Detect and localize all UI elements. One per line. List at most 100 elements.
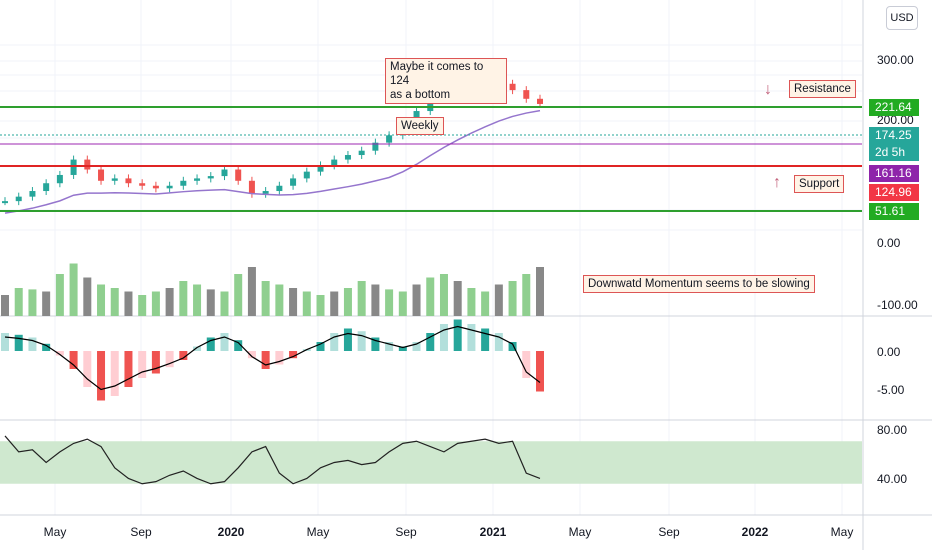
macd-bar xyxy=(522,351,531,378)
candle-body xyxy=(43,183,50,192)
resistance-price-label: 221.64 xyxy=(869,99,919,116)
volume-bar xyxy=(69,263,78,316)
rsi-band xyxy=(0,441,862,484)
candle-body xyxy=(221,169,228,177)
candle-body xyxy=(98,169,105,181)
candle-body xyxy=(125,178,132,184)
countdown-label: 2d 5h xyxy=(869,144,919,161)
macd-bar xyxy=(508,342,517,351)
macd-bar xyxy=(316,342,325,351)
volume-bar xyxy=(536,267,544,316)
candle-body xyxy=(207,176,214,179)
bottom-note[interactable]: Maybe it comes to 124 as a bottom xyxy=(385,58,507,104)
rsi-line xyxy=(4,435,541,485)
macd-bar xyxy=(42,343,51,351)
volume-bar xyxy=(357,281,366,316)
candle-body xyxy=(70,159,77,175)
down-arrow-icon[interactable]: ↓ xyxy=(764,81,772,98)
candle-body xyxy=(139,183,146,186)
time-tick: May xyxy=(43,525,67,539)
macd-bar xyxy=(234,340,243,351)
candle-body xyxy=(413,111,420,123)
volume-bar xyxy=(481,291,490,316)
candle-body xyxy=(180,180,187,186)
volume-bar xyxy=(439,274,448,316)
support-red-price-label: 124.96 xyxy=(869,184,919,201)
volume-bar xyxy=(110,288,119,316)
macd-bar xyxy=(179,351,188,360)
volume-bar xyxy=(302,291,311,316)
candle-body xyxy=(303,171,310,179)
volume-bar xyxy=(453,281,462,316)
volume-bar xyxy=(467,288,476,316)
macd-bar xyxy=(275,351,284,365)
volume-bar xyxy=(220,291,229,316)
candle-body xyxy=(15,196,22,202)
macd-bar xyxy=(14,334,23,351)
macd-bar xyxy=(481,328,490,351)
volume-bar xyxy=(97,284,106,316)
volume-bar xyxy=(261,281,270,316)
macd-bar xyxy=(494,333,503,351)
horizontal-levels xyxy=(0,106,862,212)
macd-bar xyxy=(110,351,119,396)
macd-bar xyxy=(151,351,160,374)
price-tick-300: 300.00 xyxy=(877,53,914,67)
weekly-note[interactable]: Weekly xyxy=(396,117,444,135)
volume-bar xyxy=(522,274,531,316)
support-note[interactable]: Support xyxy=(794,175,845,193)
resistance-note[interactable]: Resistance xyxy=(789,80,856,98)
time-tick: Sep xyxy=(395,525,417,539)
ma-price-label: 161.16 xyxy=(869,165,919,182)
currency-button[interactable]: USD xyxy=(886,6,918,30)
macd-pane xyxy=(1,319,544,401)
macd-bar xyxy=(220,333,229,351)
macd-bar xyxy=(138,351,147,378)
candle-body xyxy=(386,135,393,143)
volume-bar xyxy=(494,284,503,316)
time-tick: Sep xyxy=(130,525,152,539)
last-price-label: 174.25 xyxy=(869,127,919,144)
volume-pane xyxy=(1,263,544,316)
rsi-tick-40: 40.00 xyxy=(877,472,908,486)
candle-body xyxy=(194,178,201,181)
macd-bar xyxy=(467,324,476,351)
macd-bar xyxy=(371,337,380,351)
volume-bar xyxy=(289,288,298,316)
macd-line xyxy=(4,325,541,391)
candle-body xyxy=(2,201,8,204)
macd-bar xyxy=(55,351,64,356)
macd-bar xyxy=(439,324,448,351)
rsi-tick-80: 80.00 xyxy=(877,423,908,437)
volume-bar xyxy=(247,267,256,316)
momentum-note[interactable]: Downwatd Momentum seems to be slowing xyxy=(583,275,815,293)
candle-body xyxy=(111,178,118,181)
time-tick: May xyxy=(306,525,330,539)
macd-bar xyxy=(357,331,366,351)
up-arrow-icon[interactable]: ↑ xyxy=(773,174,781,191)
volume-bar xyxy=(1,295,9,316)
support-green-price-label: 51.61 xyxy=(869,203,919,220)
macd-bar xyxy=(385,342,394,351)
volume-bar xyxy=(234,274,243,316)
time-tick: Sep xyxy=(658,525,680,539)
candle-body xyxy=(152,185,159,189)
macd-bar xyxy=(124,351,133,387)
volume-bar xyxy=(508,281,517,316)
candle-body xyxy=(509,83,516,91)
macd-bar xyxy=(330,333,339,351)
time-tick: May xyxy=(568,525,592,539)
volume-bar xyxy=(165,288,174,316)
macd-bar xyxy=(453,319,462,351)
volume-tick-100: -100.00 xyxy=(877,298,918,312)
candle-body xyxy=(358,150,365,156)
volume-bar xyxy=(151,291,160,316)
volume-bar xyxy=(412,284,421,316)
volume-bar xyxy=(14,288,23,316)
macd-tick-0: 0.00 xyxy=(877,345,901,359)
macd-bar xyxy=(289,351,298,359)
candle-body xyxy=(523,90,530,99)
macd-tick-5: -5.00 xyxy=(877,383,905,397)
volume-bar xyxy=(28,289,37,316)
